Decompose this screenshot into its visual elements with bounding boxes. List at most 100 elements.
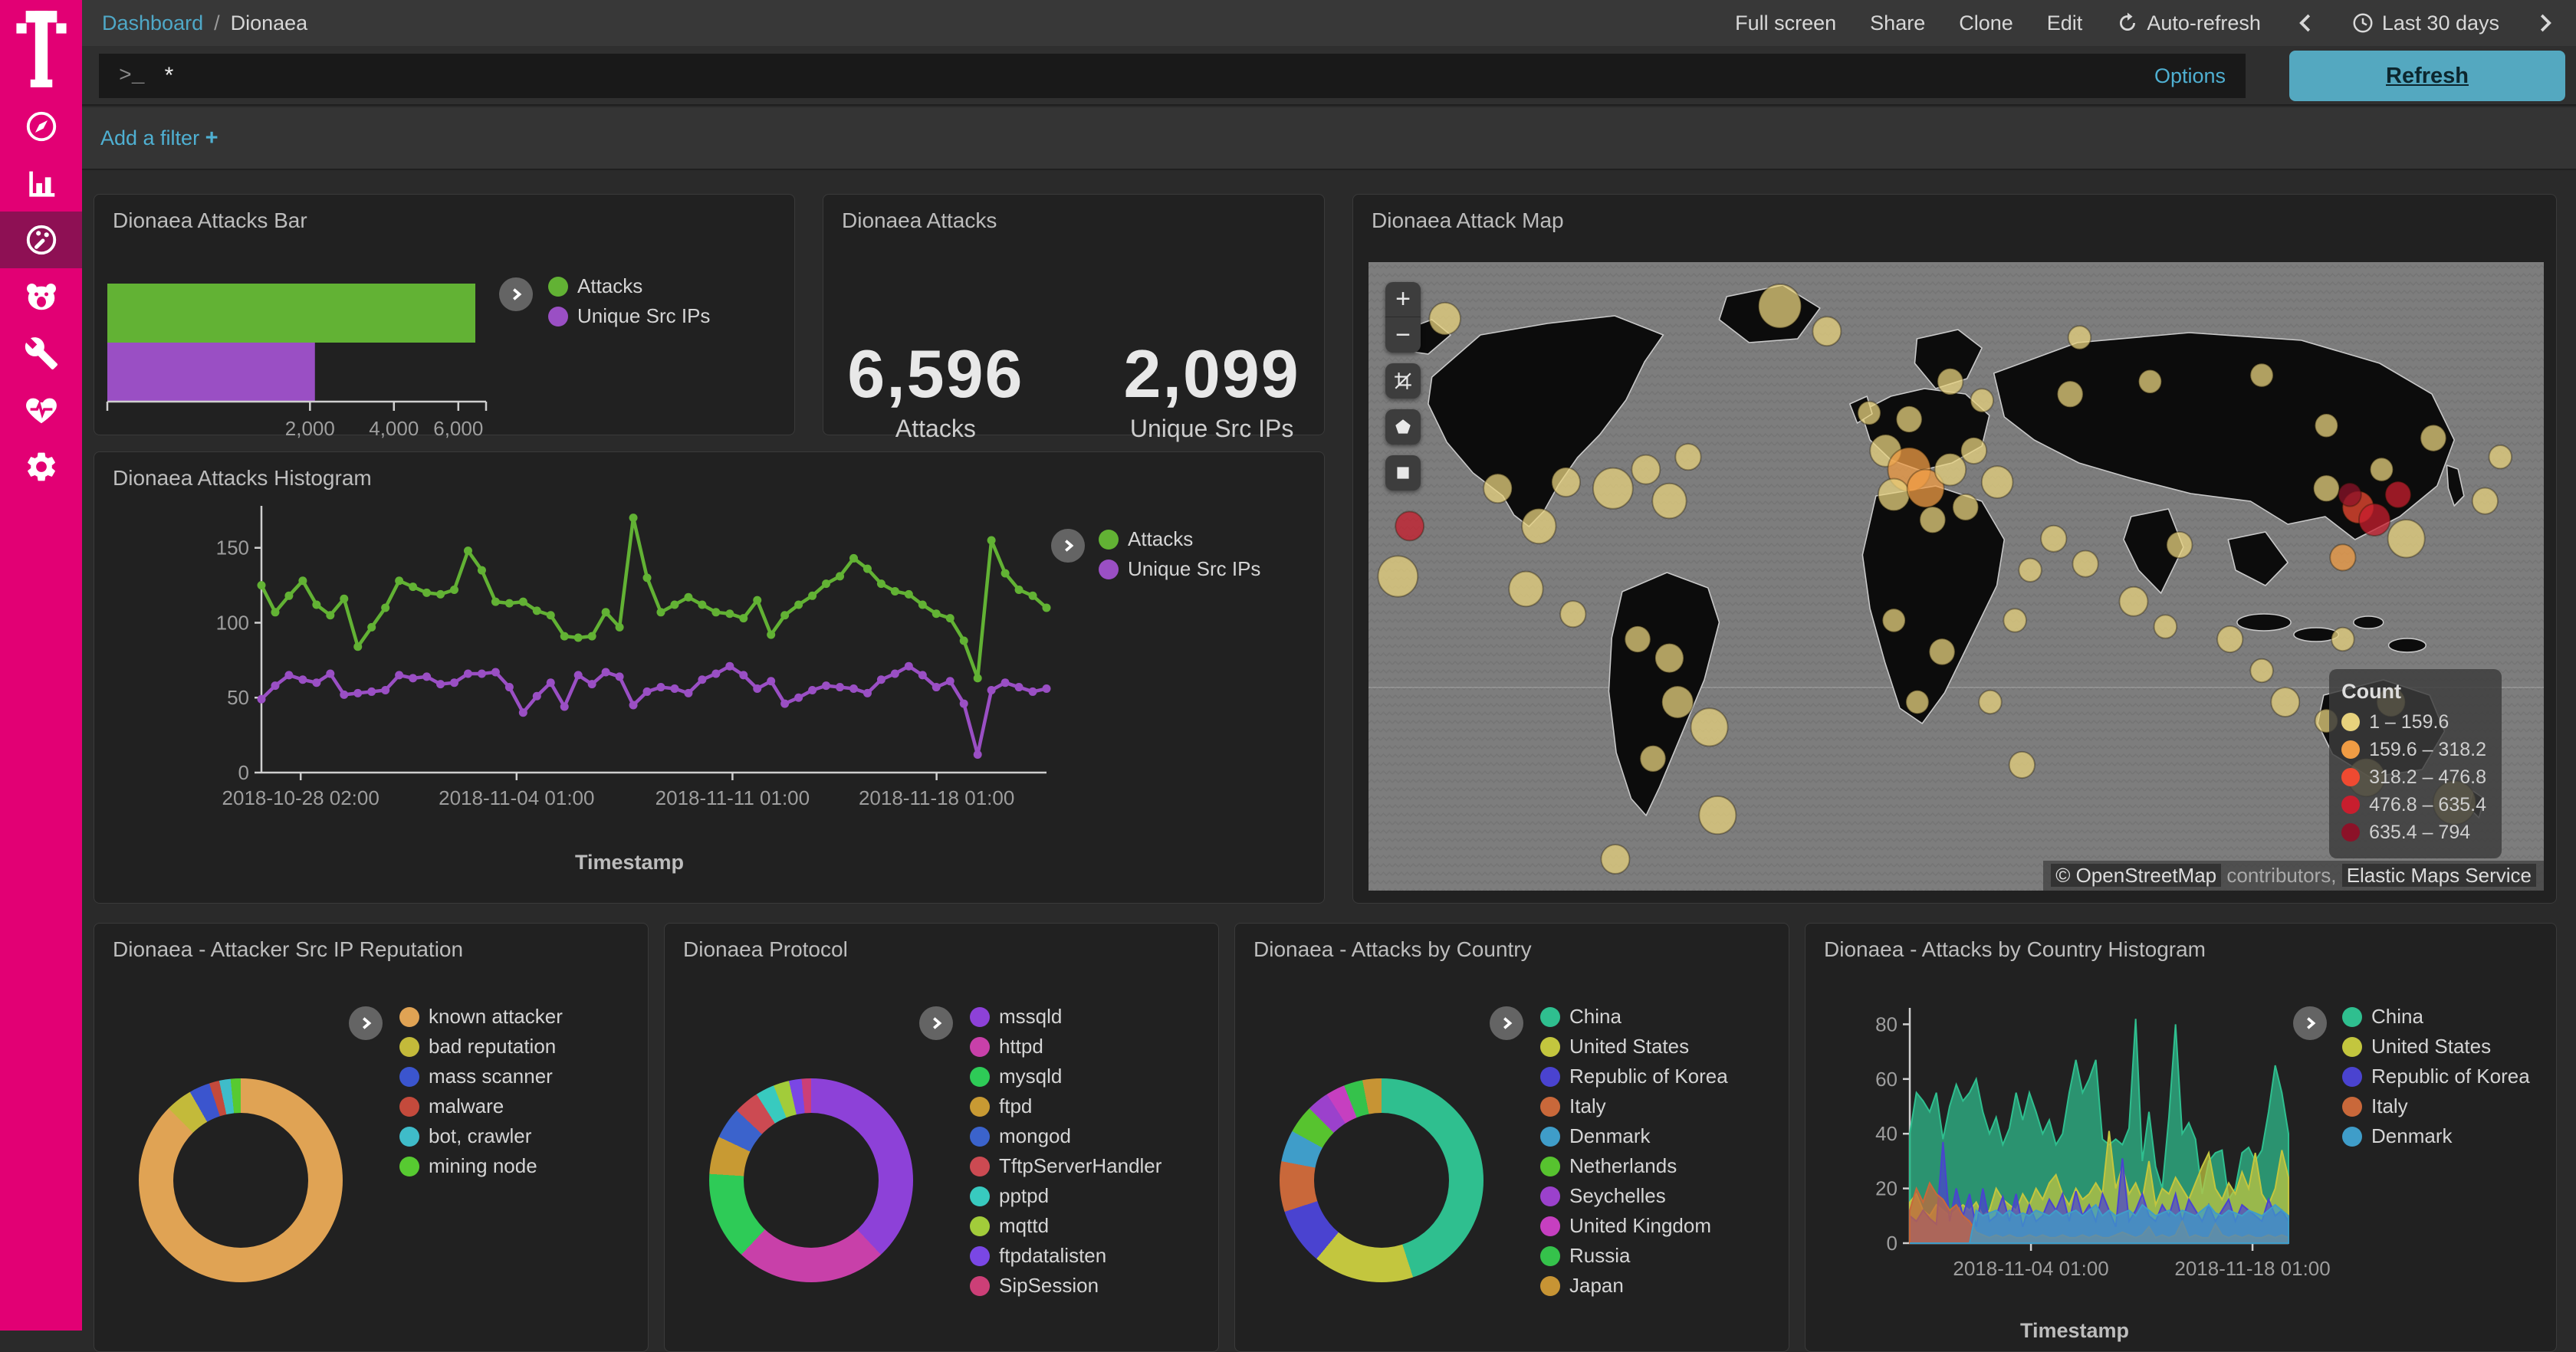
legend-label[interactable]: SipSession <box>999 1274 1099 1297</box>
legend-label[interactable]: United States <box>2371 1035 2492 1058</box>
legend-label[interactable]: bot, crawler <box>429 1124 532 1147</box>
svg-text:2018-11-18 01:00: 2018-11-18 01:00 <box>859 786 1014 809</box>
legend-label[interactable]: ftpd <box>999 1094 1033 1117</box>
attacks-bar-chart[interactable]: 2,000 4,000 6,000 <box>106 284 488 440</box>
legend-color-dot <box>548 306 568 327</box>
attacks-histogram-chart[interactable]: 0 50 100 150 2018-10-28 02:00 2018-11-04 01:0… <box>208 503 1051 815</box>
time-forward-button[interactable] <box>2533 11 2556 34</box>
legend-label[interactable]: 159.6 – 318.2 <box>2369 738 2486 760</box>
legend-item: United Kingdom <box>1540 1211 1728 1241</box>
legend-label[interactable]: mssqld <box>999 1005 1063 1028</box>
legend-color-dot <box>2341 823 2361 842</box>
legend-label[interactable]: China <box>1569 1005 1622 1028</box>
ems-attribution[interactable]: Elastic Maps Service <box>2341 864 2536 887</box>
attack-map[interactable]: + − <box>1368 262 2544 891</box>
legend-color-dot <box>1540 1216 1560 1236</box>
sidebar-item-devtools[interactable] <box>0 325 82 382</box>
legend-label[interactable]: mongod <box>999 1124 1071 1147</box>
legend-label[interactable]: Attacks <box>577 274 643 297</box>
legend-label[interactable]: 635.4 – 794 <box>2369 821 2471 843</box>
legend-item: Denmark <box>2342 1121 2530 1151</box>
map-fit-bounds-button[interactable] <box>1385 363 1421 399</box>
sidebar-item-discover[interactable] <box>0 98 82 155</box>
legend: Attacks Unique Src IPs <box>548 271 710 331</box>
time-range-button[interactable]: Last 30 days <box>2351 11 2499 35</box>
legend-label[interactable]: mqttd <box>999 1214 1050 1237</box>
legend-label[interactable]: Seychelles <box>1569 1184 1666 1207</box>
legend-toggle[interactable] <box>2293 1006 2327 1040</box>
reputation-donut-chart[interactable] <box>139 1078 343 1282</box>
legend-label[interactable]: known attacker <box>429 1005 563 1028</box>
legend-label[interactable]: Italy <box>1569 1094 1606 1117</box>
legend-toggle[interactable] <box>349 1006 383 1040</box>
share-button[interactable]: Share <box>1870 11 1926 34</box>
legend-label[interactable]: Denmark <box>1569 1124 1651 1147</box>
options-link[interactable]: Options <box>2154 64 2226 87</box>
legend-label[interactable]: ftpdatalisten <box>999 1244 1107 1267</box>
add-filter-link[interactable]: Add a filter + <box>100 125 219 150</box>
legend-label[interactable]: pptpd <box>999 1184 1050 1207</box>
time-back-button[interactable] <box>2295 11 2318 34</box>
legend-label[interactable]: 1 – 159.6 <box>2369 710 2450 733</box>
legend-label[interactable]: Republic of Korea <box>1569 1065 1728 1088</box>
clone-button[interactable]: Clone <box>1959 11 2013 34</box>
sidebar-item-management[interactable] <box>0 438 82 495</box>
sidebar-item-tpot[interactable] <box>0 268 82 325</box>
app-sidebar <box>0 0 82 1331</box>
legend-label[interactable]: mining node <box>429 1154 537 1177</box>
legend-color-dot <box>1540 1006 1560 1027</box>
country-donut-chart[interactable] <box>1280 1078 1484 1282</box>
map-zoom-out-button[interactable]: − <box>1395 320 1411 349</box>
legend-label[interactable]: 318.2 – 476.8 <box>2369 766 2486 788</box>
search-input[interactable]: >_ * Options <box>99 54 2246 98</box>
legend-item: mssqld <box>970 1002 1162 1032</box>
legend-label[interactable]: bad reputation <box>429 1035 557 1058</box>
legend-label[interactable]: malware <box>429 1094 504 1117</box>
legend-label[interactable]: Republic of Korea <box>2371 1065 2530 1088</box>
osm-attribution[interactable]: © OpenStreetMap <box>2051 864 2222 887</box>
legend-label[interactable]: United Kingdom <box>1569 1214 1711 1237</box>
legend-label[interactable]: httpd <box>999 1035 1043 1058</box>
legend-item: China <box>2342 1002 2530 1032</box>
legend-color-dot <box>970 1096 990 1117</box>
legend-item: ftpd <box>970 1091 1162 1121</box>
svg-text:0: 0 <box>1887 1232 1898 1255</box>
map-zoom-in-button[interactable]: + <box>1385 282 1421 317</box>
legend-label[interactable]: Japan <box>1569 1274 1624 1297</box>
legend-toggle[interactable] <box>1051 529 1085 563</box>
legend-label[interactable]: Unique Src IPs <box>1128 557 1261 580</box>
legend-label[interactable]: 476.8 – 635.4 <box>2369 793 2486 815</box>
legend: Attacks Unique Src IPs <box>1099 524 1260 584</box>
legend-label[interactable]: United States <box>1569 1035 1690 1058</box>
legend-toggle[interactable] <box>919 1006 953 1040</box>
legend-item: TftpServerHandler <box>970 1151 1162 1181</box>
legend-label[interactable]: China <box>2371 1005 2423 1028</box>
auto-refresh-button[interactable]: Auto-refresh <box>2116 11 2261 35</box>
legend-label[interactable]: Netherlands <box>1569 1154 1677 1177</box>
edit-button[interactable]: Edit <box>2046 11 2083 34</box>
refresh-button[interactable]: Refresh <box>2289 51 2565 101</box>
legend-color-dot <box>548 276 568 297</box>
telekom-logo[interactable] <box>0 0 82 98</box>
legend-label[interactable]: Denmark <box>2371 1124 2453 1147</box>
fullscreen-button[interactable]: Full screen <box>1735 11 1837 34</box>
legend-label[interactable]: TftpServerHandler <box>999 1154 1162 1177</box>
map-draw-polygon-button[interactable] <box>1385 409 1421 445</box>
legend-label[interactable]: mysqld <box>999 1065 1063 1088</box>
world-map[interactable] <box>1368 262 2544 891</box>
map-draw-rectangle-button[interactable] <box>1385 455 1421 491</box>
country-histogram-chart[interactable]: 0 20 40 60 80 2018-11-04 01:00 2018-11-18 01:0… <box>1856 1005 2331 1286</box>
sidebar-item-dashboard[interactable] <box>0 212 82 268</box>
legend-label[interactable]: Russia <box>1569 1244 1631 1267</box>
breadcrumb-dashboard-link[interactable]: Dashboard <box>102 11 204 34</box>
legend-toggle[interactable] <box>1490 1006 1523 1040</box>
legend-label[interactable]: Attacks <box>1128 527 1194 550</box>
legend-label[interactable]: Unique Src IPs <box>577 304 711 327</box>
legend-label[interactable]: Italy <box>2371 1094 2408 1117</box>
protocol-donut-chart[interactable] <box>709 1078 913 1282</box>
sidebar-item-visualize[interactable] <box>0 155 82 212</box>
legend-item: China <box>1540 1002 1728 1032</box>
sidebar-item-monitoring[interactable] <box>0 382 82 438</box>
legend-toggle[interactable] <box>499 277 533 311</box>
legend-label[interactable]: mass scanner <box>429 1065 553 1088</box>
